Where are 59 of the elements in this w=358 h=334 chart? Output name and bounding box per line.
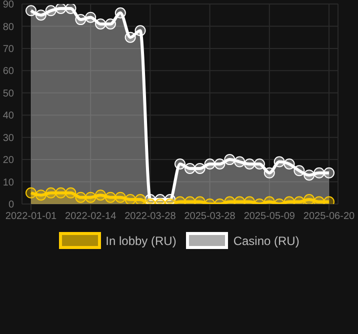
x-tick-label: 2022-01-01	[5, 211, 58, 222]
y-tick-label: 70	[2, 44, 14, 55]
point	[134, 194, 146, 204]
point	[184, 162, 196, 174]
y-tick-label: 40	[2, 110, 14, 122]
point	[45, 187, 56, 198]
point	[274, 156, 285, 168]
legend-label: In lobby (RU)	[106, 234, 176, 248]
x-tick-label: 2025-03-28	[184, 211, 236, 222]
point	[324, 167, 334, 178]
point	[224, 154, 236, 166]
point	[234, 156, 246, 168]
y-tick-label: 10	[2, 177, 14, 188]
point	[264, 167, 275, 178]
point	[134, 25, 146, 36]
y-tick-label: 90	[2, 0, 14, 11]
point	[304, 170, 315, 181]
point	[35, 10, 46, 21]
point	[75, 192, 86, 203]
y-tick-label: 80	[2, 22, 14, 33]
point	[35, 190, 46, 201]
point	[85, 12, 96, 23]
point	[284, 158, 295, 170]
point	[204, 158, 216, 170]
point	[65, 4, 76, 14]
point	[124, 194, 136, 204]
point	[214, 158, 226, 170]
point	[45, 5, 56, 16]
point	[294, 165, 305, 176]
point	[304, 194, 315, 204]
point	[85, 192, 96, 203]
point	[65, 187, 76, 198]
x-tick-label: 2022-03-28	[124, 211, 176, 222]
point	[254, 158, 265, 170]
point	[314, 167, 325, 178]
point	[55, 4, 66, 14]
point	[104, 192, 116, 203]
x-tick-label: 2022-02-14	[65, 211, 117, 222]
point	[55, 187, 66, 198]
y-tick-label: 50	[2, 88, 14, 100]
point	[114, 192, 126, 203]
point	[95, 190, 106, 201]
y-tick-label: 60	[2, 66, 14, 78]
point	[95, 18, 106, 30]
point	[75, 14, 86, 26]
point	[104, 18, 116, 30]
point	[244, 158, 256, 170]
x-tick-label: 2025-06-20	[303, 211, 356, 222]
x-tick-label: 2025-05-09	[244, 211, 296, 222]
y-tick-label: 30	[2, 132, 14, 144]
y-tick-label: 0	[8, 200, 14, 211]
point	[26, 5, 36, 16]
point	[174, 158, 186, 170]
y-tick-label: 20	[2, 155, 14, 166]
point	[124, 32, 136, 43]
point	[194, 162, 206, 174]
legend-label: Casino (RU)	[233, 234, 300, 248]
point	[26, 187, 36, 198]
point	[114, 7, 126, 18]
